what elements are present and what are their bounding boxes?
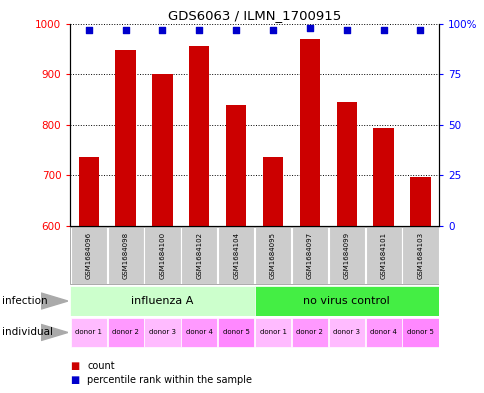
- Text: donor 4: donor 4: [185, 329, 212, 336]
- Point: [158, 26, 166, 33]
- Text: GSM1684099: GSM1684099: [343, 232, 349, 279]
- Bar: [255, 318, 290, 347]
- Bar: [144, 318, 180, 347]
- Point: [305, 24, 313, 31]
- Title: GDS6063 / ILMN_1700915: GDS6063 / ILMN_1700915: [167, 9, 341, 22]
- Text: influenza A: influenza A: [131, 296, 193, 306]
- Text: GSM1684096: GSM1684096: [86, 232, 91, 279]
- Text: GSM1684101: GSM1684101: [380, 232, 386, 279]
- Bar: [181, 318, 217, 347]
- Bar: [189, 46, 209, 226]
- Text: individual: individual: [2, 327, 53, 338]
- Text: GSM1684104: GSM1684104: [233, 232, 239, 279]
- Bar: [254, 286, 438, 316]
- Point: [85, 26, 92, 33]
- Bar: [70, 286, 254, 316]
- Text: GSM1684095: GSM1684095: [270, 232, 275, 279]
- Text: GSM1684098: GSM1684098: [122, 232, 128, 279]
- Text: GSM1684100: GSM1684100: [159, 232, 165, 279]
- Bar: [402, 318, 438, 347]
- Text: donor 2: donor 2: [296, 329, 323, 336]
- Point: [269, 26, 276, 33]
- Text: count: count: [87, 361, 115, 371]
- Text: donor 3: donor 3: [149, 329, 176, 336]
- Point: [195, 26, 203, 33]
- Bar: [365, 318, 401, 347]
- Text: percentile rank within the sample: percentile rank within the sample: [87, 375, 252, 386]
- Bar: [115, 50, 136, 226]
- Text: GSM1684103: GSM1684103: [417, 232, 423, 279]
- Text: GSM1684102: GSM1684102: [196, 232, 202, 279]
- Bar: [144, 227, 180, 285]
- Text: donor 2: donor 2: [112, 329, 139, 336]
- Polygon shape: [41, 325, 68, 340]
- Bar: [402, 227, 438, 285]
- Point: [232, 26, 240, 33]
- Point: [342, 26, 350, 33]
- Bar: [107, 227, 143, 285]
- Bar: [218, 318, 254, 347]
- Bar: [107, 318, 143, 347]
- Bar: [328, 227, 364, 285]
- Bar: [181, 227, 217, 285]
- Text: donor 5: donor 5: [406, 329, 433, 336]
- Bar: [262, 157, 283, 226]
- Bar: [218, 227, 254, 285]
- Text: donor 1: donor 1: [75, 329, 102, 336]
- Text: GSM1684097: GSM1684097: [306, 232, 312, 279]
- Bar: [409, 177, 430, 226]
- Bar: [78, 157, 99, 226]
- Bar: [226, 105, 246, 226]
- Text: ■: ■: [70, 361, 79, 371]
- Point: [121, 26, 129, 33]
- Bar: [336, 102, 356, 226]
- Text: infection: infection: [2, 296, 48, 306]
- Bar: [299, 39, 319, 226]
- Text: donor 3: donor 3: [333, 329, 360, 336]
- Text: donor 1: donor 1: [259, 329, 286, 336]
- Bar: [152, 74, 172, 226]
- Text: donor 5: donor 5: [222, 329, 249, 336]
- Bar: [365, 227, 401, 285]
- Text: ■: ■: [70, 375, 79, 386]
- Bar: [373, 129, 393, 226]
- Point: [416, 26, 424, 33]
- Text: no virus control: no virus control: [303, 296, 389, 306]
- Polygon shape: [41, 293, 68, 309]
- Bar: [291, 227, 327, 285]
- Bar: [255, 227, 290, 285]
- Text: donor 4: donor 4: [369, 329, 396, 336]
- Bar: [71, 227, 106, 285]
- Bar: [71, 318, 106, 347]
- Point: [379, 26, 387, 33]
- Bar: [291, 318, 327, 347]
- Bar: [328, 318, 364, 347]
